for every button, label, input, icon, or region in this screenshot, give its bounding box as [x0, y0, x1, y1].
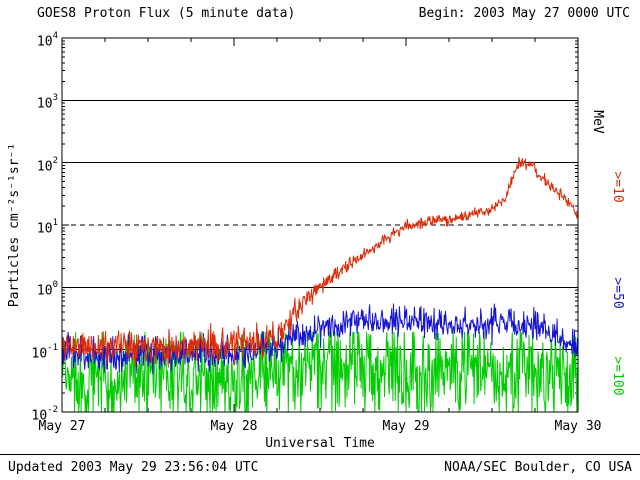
series-label-ge50: >=50: [610, 277, 625, 309]
series-label-ge10: >=10: [610, 171, 625, 203]
y-tick-label: 10-2: [31, 405, 59, 424]
source-credit-label: NOAA/SEC Boulder, CO USA: [444, 460, 632, 475]
series-line-ge50: [61, 303, 579, 375]
x-tick-label: May 28: [210, 419, 258, 434]
y-tick-label: 101: [36, 218, 58, 237]
footer-divider: [0, 454, 640, 455]
x-tick-label: May 29: [382, 419, 430, 434]
chart-title: GOES8 Proton Flux (5 minute data): [37, 6, 296, 21]
series-line-ge10: [61, 156, 579, 368]
x-axis-label: Universal Time: [265, 436, 375, 451]
x-tick-label: May 27: [38, 419, 86, 434]
x-tick-label: May 30: [554, 419, 602, 434]
begin-time-label: Begin: 2003 May 27 0000 UTC: [418, 6, 630, 21]
right-axis-unit-label: MeV: [590, 110, 605, 134]
y-tick-label: 10-1: [31, 342, 59, 361]
y-tick-label: 103: [36, 93, 58, 112]
y-tick-label: 102: [36, 155, 58, 174]
series-label-ge100: >=100: [610, 356, 625, 396]
y-tick-label: 104: [36, 31, 58, 50]
updated-timestamp-label: Updated 2003 May 29 23:56:04 UTC: [8, 460, 259, 475]
y-tick-label: 100: [36, 280, 58, 299]
